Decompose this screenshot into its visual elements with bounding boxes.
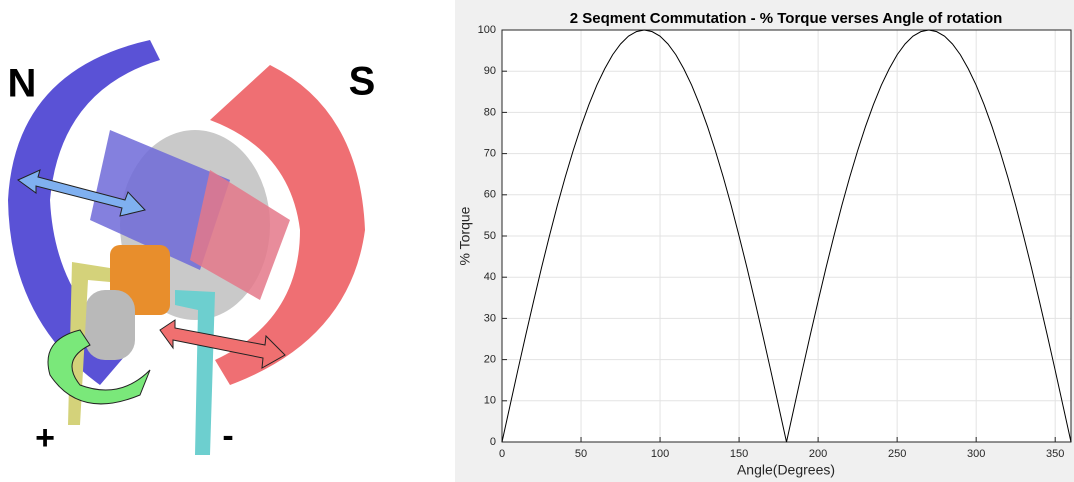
south-magnet bbox=[210, 65, 365, 385]
chart: 0 10 20 30 40 50 60 70 80 90 100 0 50 100 150 200 250 300… bbox=[478, 24, 1072, 460]
south-label: S bbox=[349, 60, 376, 104]
arrow bbox=[17, 169, 146, 217]
winding bbox=[190, 170, 290, 300]
arrow bbox=[159, 319, 286, 369]
y-tick-label: 70 bbox=[484, 148, 496, 160]
plus-label: + bbox=[35, 419, 55, 457]
x-tick-label: 350 bbox=[1046, 448, 1064, 460]
y-tick-label: 80 bbox=[484, 106, 496, 118]
north-magnet bbox=[8, 40, 160, 385]
x-tick-label: 100 bbox=[651, 448, 669, 460]
minus-brush bbox=[175, 290, 215, 455]
x-tick-label: 150 bbox=[730, 448, 748, 460]
y-tick-label: 100 bbox=[478, 24, 496, 36]
y-tick-label: 60 bbox=[484, 189, 496, 201]
motor-illustration: N S + - bbox=[8, 40, 376, 457]
north-label: N bbox=[8, 62, 37, 106]
y-tick-label: 0 bbox=[490, 436, 496, 448]
y-tick-label: 50 bbox=[484, 230, 496, 242]
x-tick-label: 250 bbox=[888, 448, 906, 460]
rotation-arrow bbox=[47, 329, 151, 405]
shaft bbox=[85, 290, 135, 360]
y-tick-label: 20 bbox=[484, 354, 496, 366]
winding bbox=[90, 130, 230, 270]
x-tick-label: 300 bbox=[967, 448, 985, 460]
minus-label: - bbox=[222, 417, 233, 455]
chart-title: 2 Seqment Commutation - % Torque verses … bbox=[570, 10, 1003, 27]
y-tick-label: 40 bbox=[484, 271, 496, 283]
x-axis-label: Angle(Degrees) bbox=[737, 462, 835, 478]
x-tick-label: 0 bbox=[499, 448, 505, 460]
data-line bbox=[501, 29, 1072, 443]
y-axis-label: % Torque bbox=[457, 206, 473, 265]
y-tick-label: 10 bbox=[484, 395, 496, 407]
x-tick-label: 50 bbox=[575, 448, 587, 460]
y-tick-label: 30 bbox=[484, 312, 496, 324]
x-tick-label: 200 bbox=[809, 448, 827, 460]
y-tick-label: 90 bbox=[484, 65, 496, 77]
